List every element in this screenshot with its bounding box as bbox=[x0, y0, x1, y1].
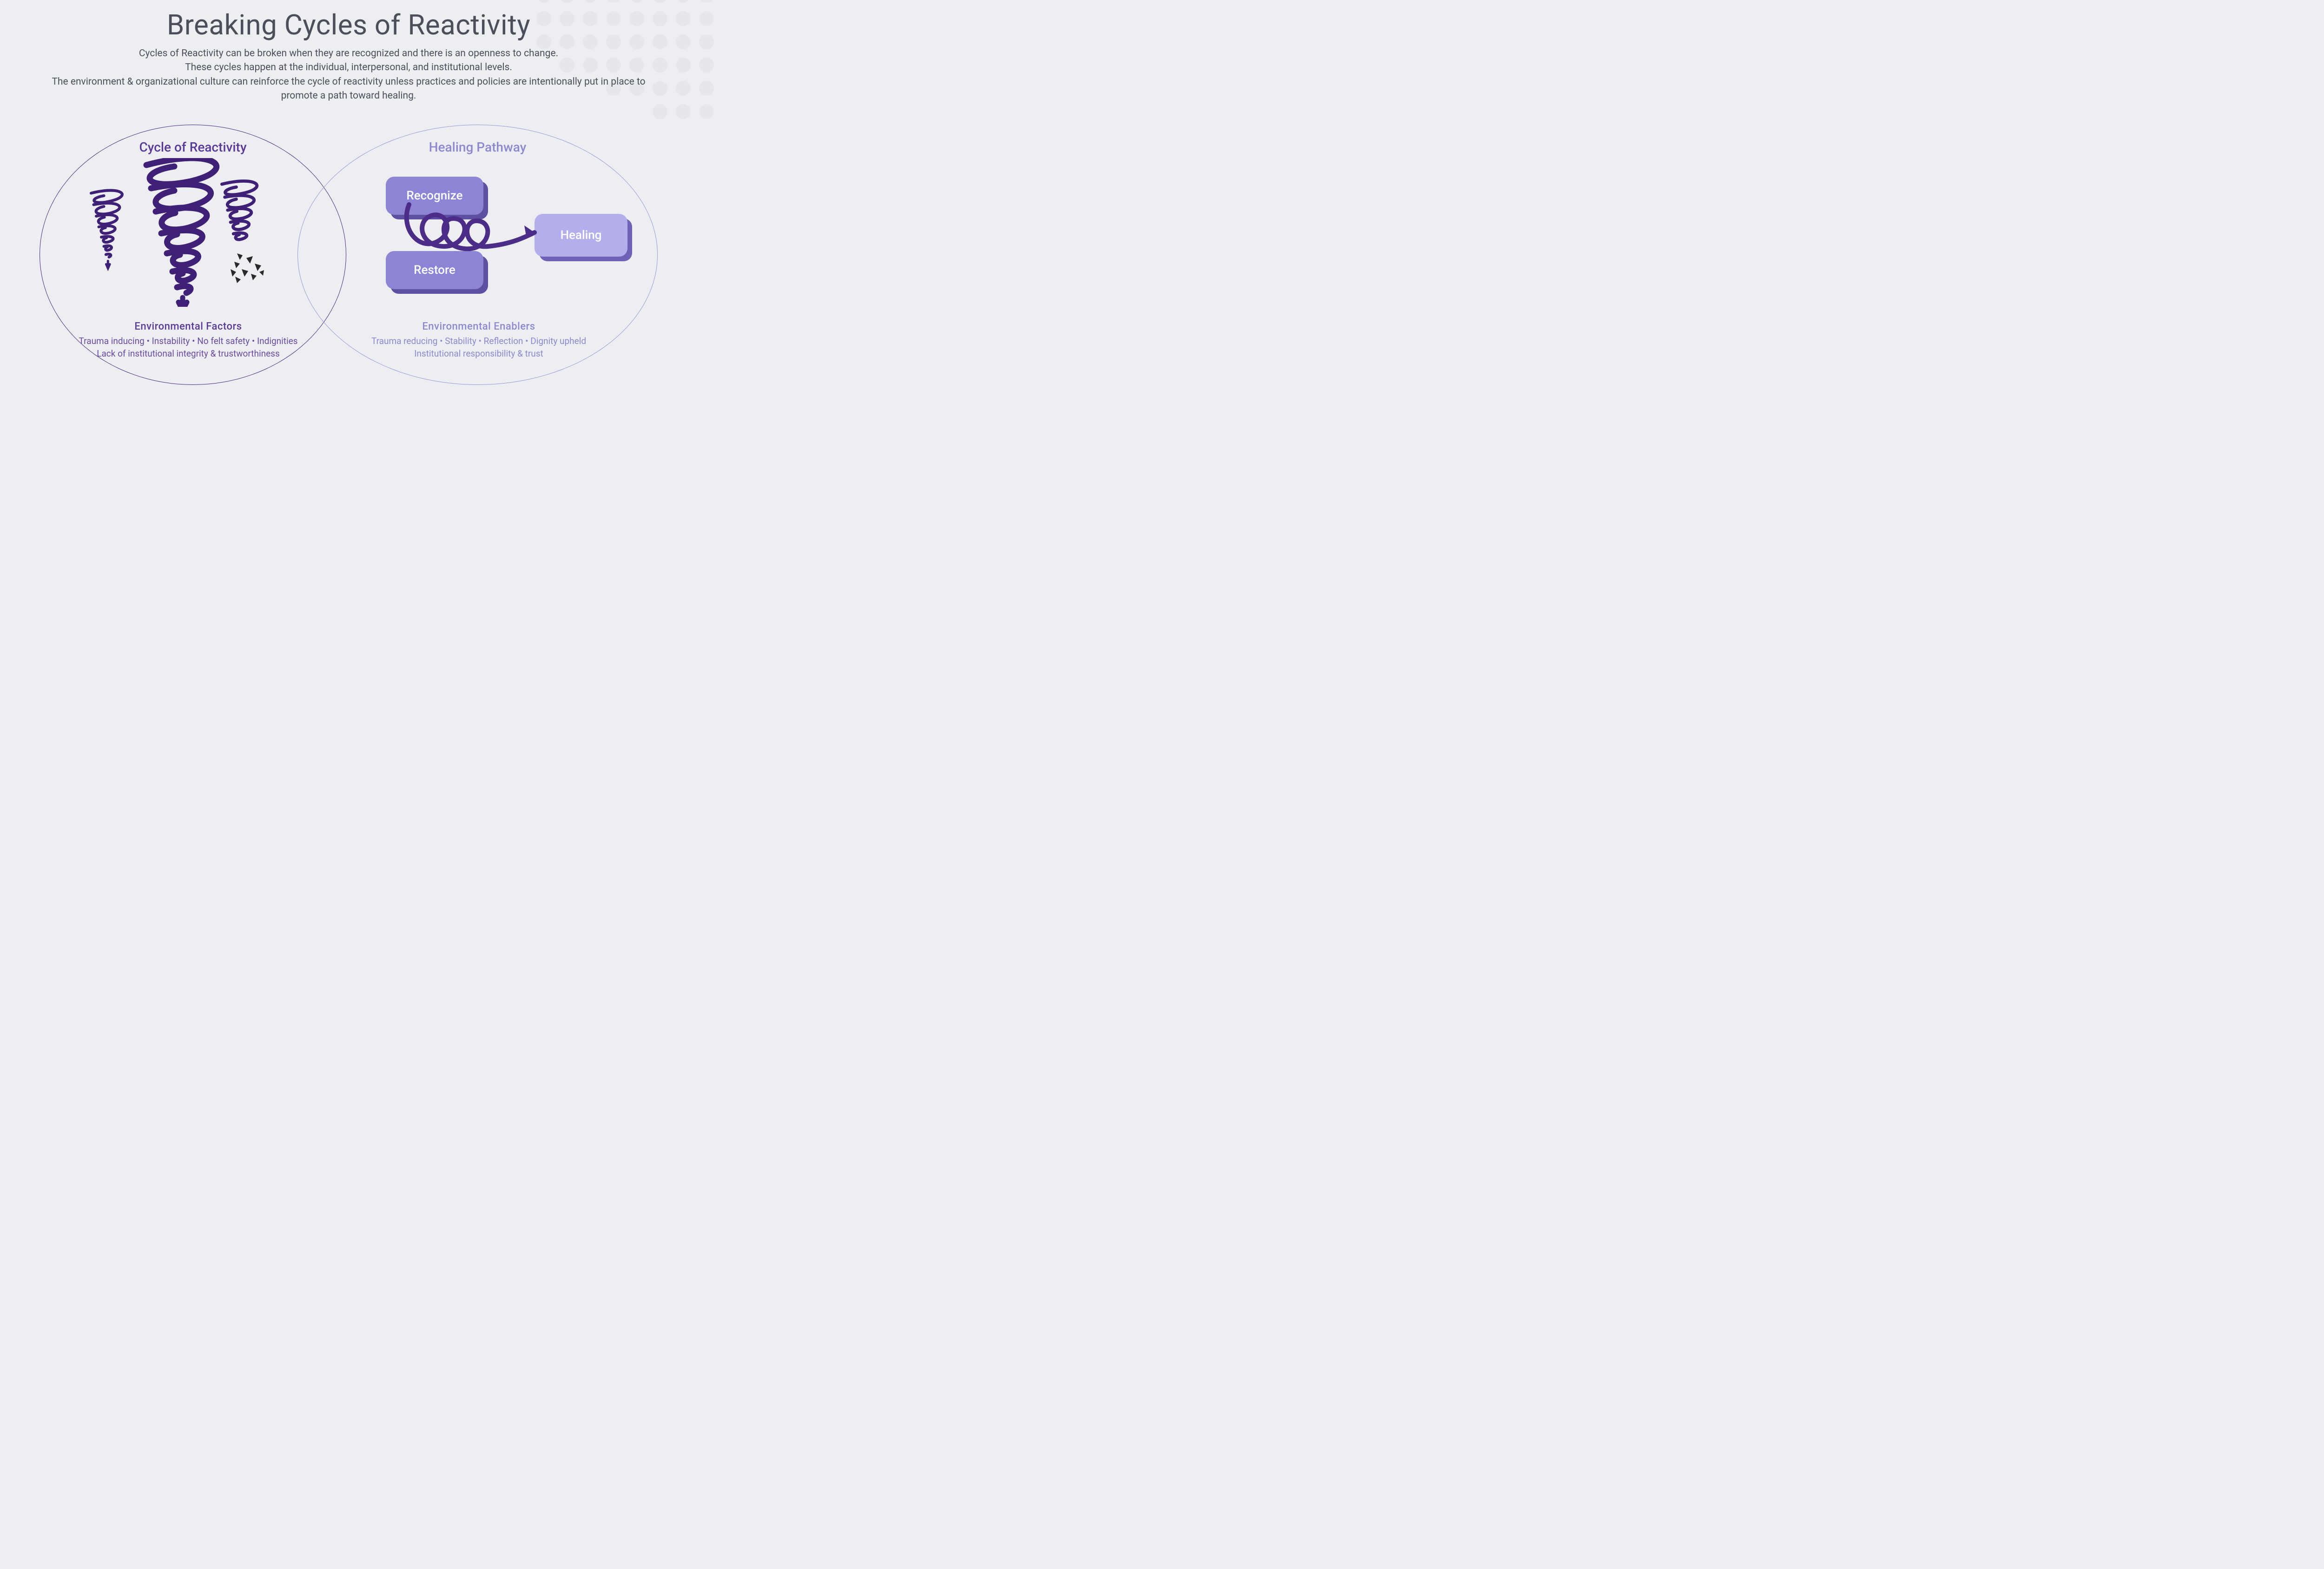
recognize-label: Recognize bbox=[406, 189, 462, 203]
restore-box: Restore bbox=[386, 251, 483, 289]
environmental-enablers-line1: Trauma reducing • Stability • Reflection… bbox=[363, 335, 595, 348]
healing-label: Healing bbox=[561, 228, 602, 242]
recognize-box: Recognize bbox=[386, 177, 483, 215]
page-title: Breaking Cycles of Reactivity bbox=[0, 8, 697, 41]
shatter-icon bbox=[231, 253, 264, 283]
environmental-factors-block: Environmental Factors Trauma inducing • … bbox=[72, 321, 304, 360]
environmental-enablers-block: Environmental Enablers Trauma reducing •… bbox=[363, 321, 595, 360]
healing-box: Healing bbox=[535, 214, 627, 257]
tornado-icon-group bbox=[81, 158, 286, 307]
infographic-canvas: Breaking Cycles of Reactivity Cycles of … bbox=[0, 0, 697, 392]
environmental-enablers-line2: Institutional responsibility & trust bbox=[363, 348, 595, 360]
environmental-factors-line2: Lack of institutional integrity & trustw… bbox=[72, 348, 304, 360]
healing-pathway-title: Healing Pathway bbox=[297, 139, 658, 155]
subtitle-line-1: Cycles of Reactivity can be broken when … bbox=[37, 46, 660, 60]
subtitle-line-2: These cycles happen at the individual, i… bbox=[37, 60, 660, 74]
page-subtitle: Cycles of Reactivity can be broken when … bbox=[37, 46, 660, 103]
environmental-enablers-title: Environmental Enablers bbox=[363, 321, 595, 332]
environmental-factors-title: Environmental Factors bbox=[72, 321, 304, 332]
restore-label: Restore bbox=[414, 263, 456, 277]
environmental-factors-line1: Trauma inducing • Instability • No felt … bbox=[72, 335, 304, 348]
subtitle-line-3: The environment & organizational culture… bbox=[37, 75, 660, 103]
